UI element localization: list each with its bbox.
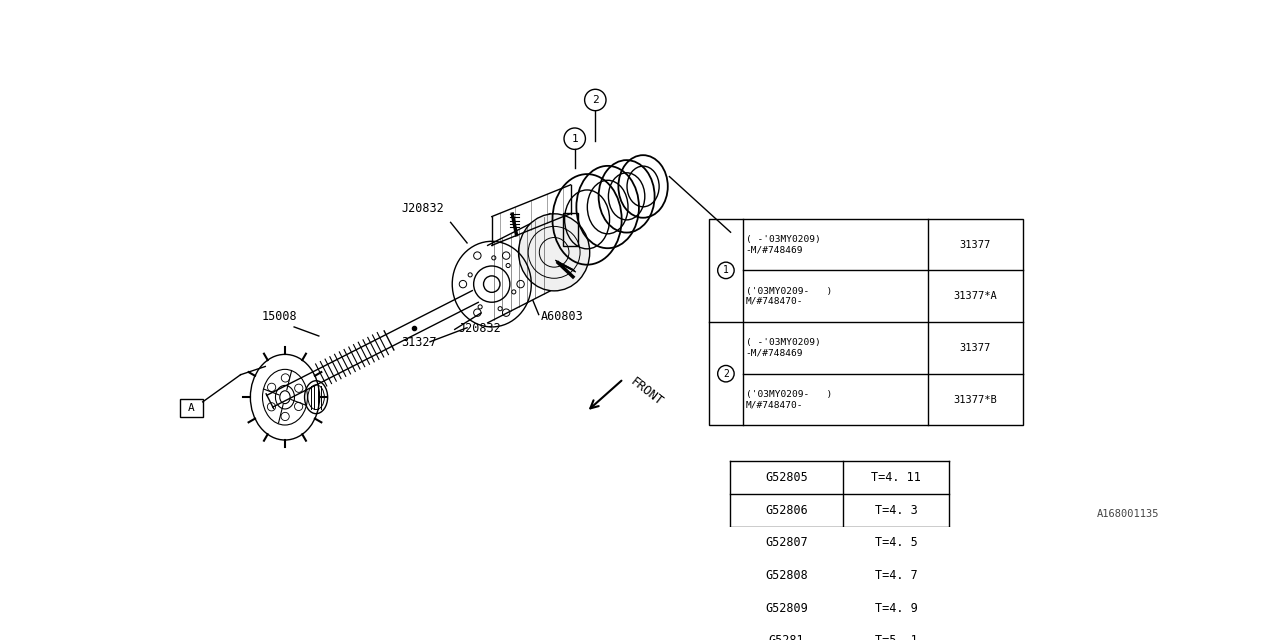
Text: G52806: G52806 <box>765 504 808 516</box>
Text: ( -'03MY0209)
-M/#748469: ( -'03MY0209) -M/#748469 <box>746 338 820 358</box>
Text: 31377: 31377 <box>960 239 991 250</box>
Text: ('03MY0209-   )
M/#748470-: ('03MY0209- ) M/#748470- <box>746 390 832 409</box>
Text: T=4. 9: T=4. 9 <box>874 602 918 615</box>
Text: 2: 2 <box>591 95 599 105</box>
Text: G52807: G52807 <box>765 536 808 549</box>
Text: FRONT: FRONT <box>627 374 666 408</box>
Text: T=4. 11: T=4. 11 <box>872 471 922 484</box>
Text: A60803: A60803 <box>541 310 584 323</box>
Text: 31377: 31377 <box>960 343 991 353</box>
Text: J20832: J20832 <box>401 202 444 216</box>
Text: 31327: 31327 <box>401 336 436 349</box>
Text: ( -'03MY0209)
-M/#748469: ( -'03MY0209) -M/#748469 <box>746 235 820 254</box>
Text: 31377*B: 31377*B <box>954 394 997 404</box>
Text: G5281: G5281 <box>769 634 804 640</box>
Text: A168001135: A168001135 <box>1096 509 1158 519</box>
Bar <box>563 213 579 246</box>
Text: J20832: J20832 <box>458 322 502 335</box>
Bar <box>179 399 202 417</box>
Text: G52808: G52808 <box>765 569 808 582</box>
Text: G52805: G52805 <box>765 471 808 484</box>
Text: A: A <box>188 403 195 413</box>
Bar <box>709 219 1023 426</box>
Text: T=5. 1: T=5. 1 <box>874 634 918 640</box>
Text: ('03MY0209-   )
M/#748470-: ('03MY0209- ) M/#748470- <box>746 287 832 306</box>
Text: G52809: G52809 <box>765 602 808 615</box>
Text: 1: 1 <box>571 134 579 144</box>
Text: 2: 2 <box>723 369 728 379</box>
Text: T=4. 5: T=4. 5 <box>874 536 918 549</box>
Text: 1: 1 <box>723 266 728 275</box>
Text: 31377*A: 31377*A <box>954 291 997 301</box>
Text: T=4. 7: T=4. 7 <box>874 569 918 582</box>
Text: T=4. 3: T=4. 3 <box>874 504 918 516</box>
Ellipse shape <box>518 214 590 291</box>
Text: 15008: 15008 <box>261 310 297 323</box>
